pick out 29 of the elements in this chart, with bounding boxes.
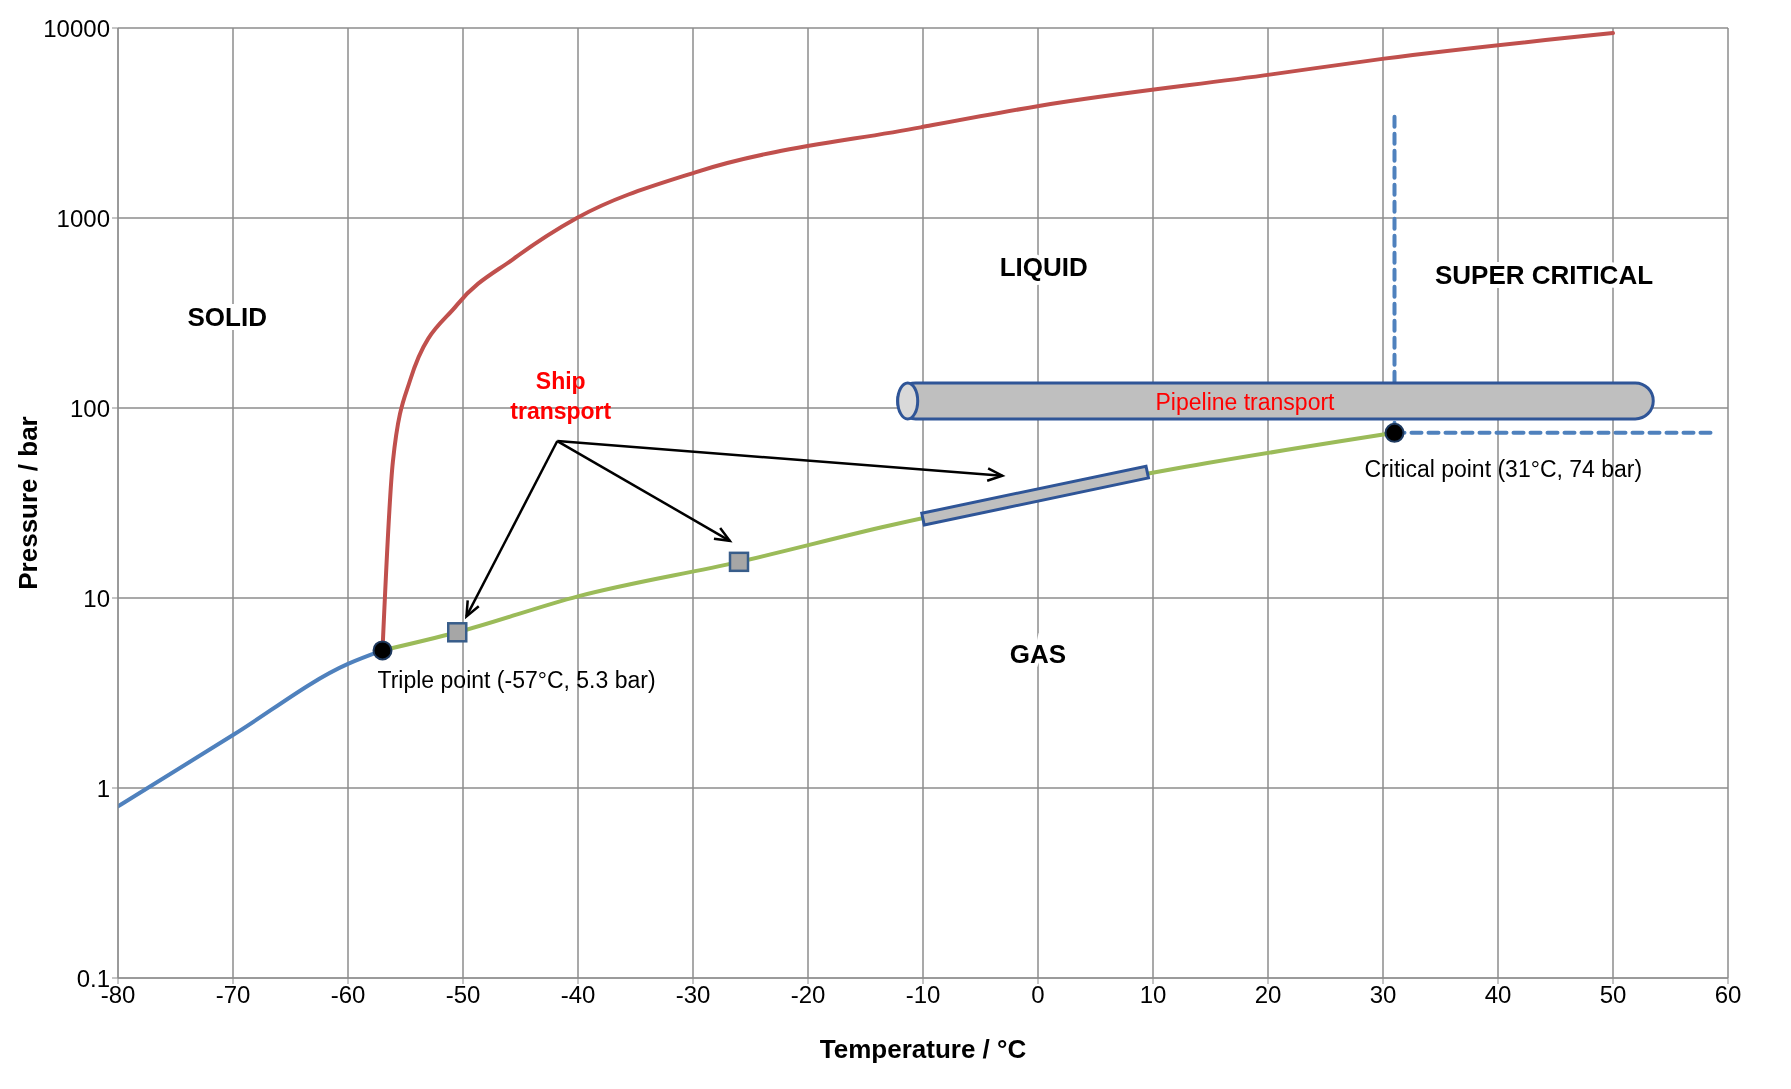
x-tick-label: -70 <box>215 981 251 1009</box>
annotation: SOLID <box>187 302 267 333</box>
y-tick-label: 10 <box>83 584 110 612</box>
annotation: LIQUID <box>999 252 1088 283</box>
annotation: GAS <box>1009 638 1067 669</box>
x-tick-label: 10 <box>1139 981 1167 1009</box>
x-tick-label: 40 <box>1484 981 1512 1009</box>
y-tick-label: 1000 <box>56 204 110 232</box>
x-tick-label: -20 <box>790 981 826 1009</box>
annotation: Ship transport <box>510 368 612 425</box>
annotation: Pipeline transport <box>1155 388 1336 415</box>
annotation: SUPER CRITICAL <box>1434 260 1654 291</box>
y-tick-label: 1 <box>96 774 110 802</box>
x-tick-label: 0 <box>1031 981 1045 1009</box>
y-tick-label: 10000 <box>43 14 110 42</box>
x-tick-label: -60 <box>330 981 366 1009</box>
annotation: Triple point (-57°C, 5.3 bar) <box>377 667 656 694</box>
x-tick-label: 60 <box>1714 981 1742 1009</box>
x-tick-label: 30 <box>1369 981 1397 1009</box>
x-tick-label: -10 <box>905 981 941 1009</box>
x-tick-label: 20 <box>1254 981 1282 1009</box>
y-axis-title: Pressure / bar <box>13 416 44 590</box>
x-axis-title: Temperature / °C <box>819 1034 1027 1064</box>
x-tick-label: 50 <box>1599 981 1627 1009</box>
y-tick-label: 100 <box>69 394 110 422</box>
annotation: Critical point (31°C, 74 bar) <box>1364 455 1643 482</box>
x-tick-label: -50 <box>445 981 481 1009</box>
x-tick-label: -30 <box>675 981 711 1009</box>
x-tick-label: -40 <box>560 981 596 1009</box>
